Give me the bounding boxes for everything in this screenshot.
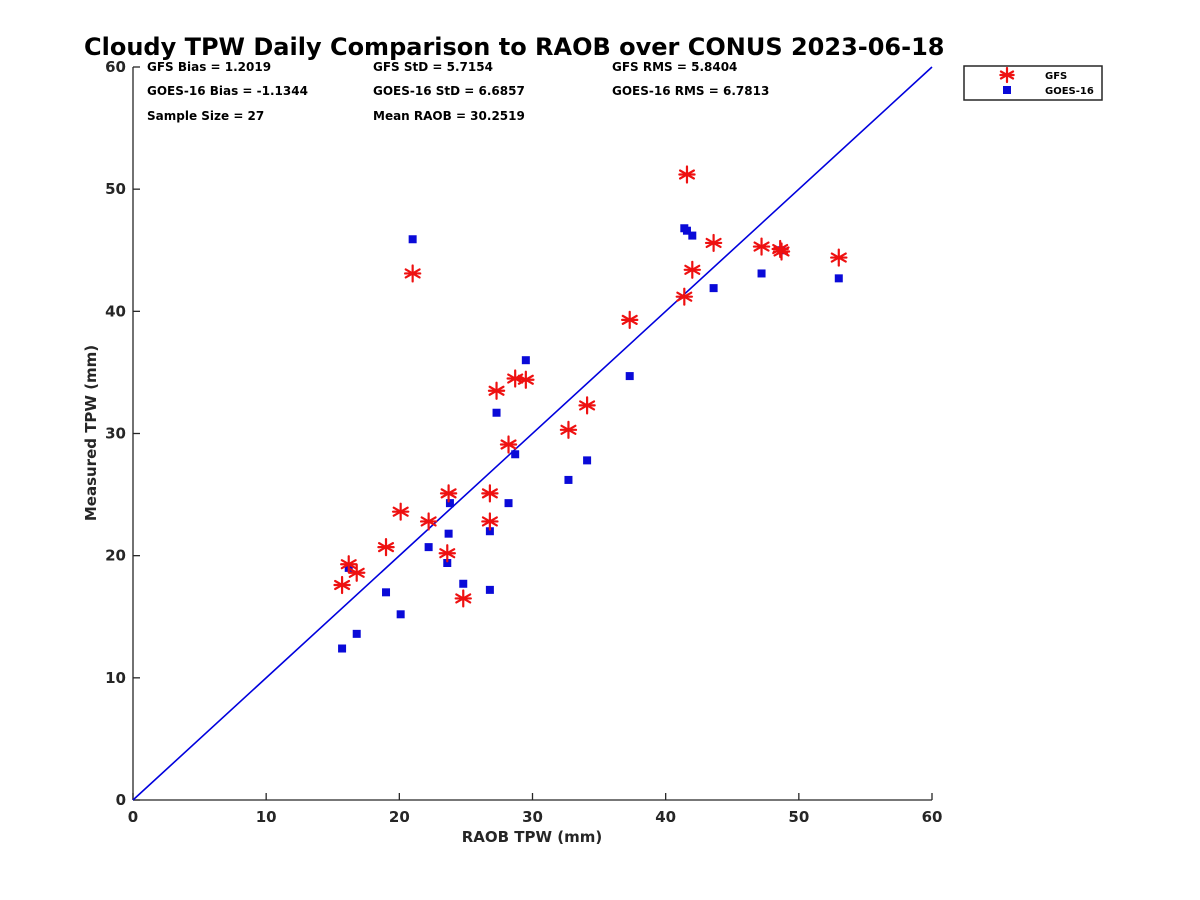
goes16-point [492,408,501,417]
goes16-point [338,644,347,653]
goes16-point [408,235,417,244]
gfs-point [675,287,694,306]
goes16-point [504,499,513,508]
stat-goes-std: GOES-16 StD = 6.6857 [373,84,525,98]
goes16-point [485,585,494,594]
goes16-point [485,527,494,536]
goes16-point [396,610,405,619]
gfs-point [621,310,639,329]
goes16-point [757,269,766,278]
goes16-point [564,475,573,484]
stat-gfs-rms: GFS RMS = 5.8404 [612,60,737,74]
goes16-point [583,456,592,465]
gfs-series [333,165,848,608]
goes16-point [834,274,843,283]
gfs-point [517,370,535,389]
y-ticks: 0 10 20 30 40 50 60 [105,58,140,809]
gfs-point [771,239,789,259]
gfs-point [403,264,422,283]
stat-gfs-bias: GFS Bias = 1.2019 [147,60,271,74]
goes16-point [445,499,454,508]
x-tick-label: 40 [655,808,676,826]
gfs-point [454,589,472,608]
y-tick-label: 20 [105,547,126,565]
goes16-point [511,450,520,459]
y-tick-label: 10 [105,669,126,687]
legend: GFS GOES-16 [963,65,1103,101]
goes16-point [443,558,452,567]
goes16-series [338,224,843,653]
y-tick-label: 0 [116,791,126,809]
y-axis-label: Measured TPW (mm) [82,345,100,521]
x-tick-label: 0 [128,808,138,826]
stat-gfs-std: GFS StD = 5.7154 [373,60,493,74]
gfs-point [578,396,596,415]
gfs-point [704,233,723,253]
x-tick-label: 50 [788,808,809,826]
one-to-one-line [132,66,933,801]
x-tick-label: 10 [256,808,277,826]
goes16-point [424,543,433,552]
chart-title: Cloudy TPW Daily Comparison to RAOB over… [84,33,944,61]
stat-sample-size: Sample Size = 27 [147,109,264,123]
gfs-point [333,575,351,595]
stats-annotations: GFS Bias = 1.2019 GFS StD = 5.7154 GFS R… [147,60,769,123]
stat-goes-bias: GOES-16 Bias = -1.1344 [147,84,308,98]
gfs-point [559,420,578,439]
gfs-point [439,484,458,503]
gfs-point [481,484,499,503]
gfs-point [678,165,696,184]
gfs-point [377,538,395,557]
legend-goes16-label: GOES-16 [1045,86,1094,97]
gfs-point [499,435,518,454]
gfs-point [348,563,366,582]
gfs-point [830,248,848,267]
y-tick-label: 30 [105,425,126,443]
gfs-point [683,260,702,279]
gfs-point [752,237,771,256]
gfs-point [419,512,438,531]
x-axis-label: RAOB TPW (mm) [462,828,603,846]
goes16-point [444,529,453,538]
goes16-point [459,579,468,588]
gfs-point [506,369,524,388]
goes16-point [688,231,697,240]
goes16-point [382,588,391,597]
legend-gfs-label: GFS [1045,71,1067,82]
goes16-point [709,284,718,293]
legend-box [963,65,1103,101]
x-tick-label: 30 [522,808,543,826]
y-tick-label: 60 [105,58,126,76]
legend-goes16-marker [1003,86,1011,94]
y-tick-label: 40 [105,302,126,320]
gfs-point [438,544,456,563]
y-tick-label: 50 [105,180,126,198]
stat-goes-rms: GOES-16 RMS = 6.7813 [612,84,769,98]
x-tick-label: 60 [922,808,943,826]
goes16-point [682,226,691,235]
goes16-point [521,356,530,365]
goes16-point [352,629,361,638]
legend-gfs-marker [999,66,1015,84]
x-tick-label: 20 [389,808,410,826]
gfs-point [391,502,410,521]
legend-gfs-asterisk [999,66,1015,84]
gfs-point [487,381,506,400]
gfs-point [481,512,499,531]
x-ticks: 0 10 20 30 40 50 60 [128,793,943,826]
goes16-point [625,372,634,381]
stat-mean-raob: Mean RAOB = 30.2519 [373,109,525,123]
gfs-point [340,555,358,574]
